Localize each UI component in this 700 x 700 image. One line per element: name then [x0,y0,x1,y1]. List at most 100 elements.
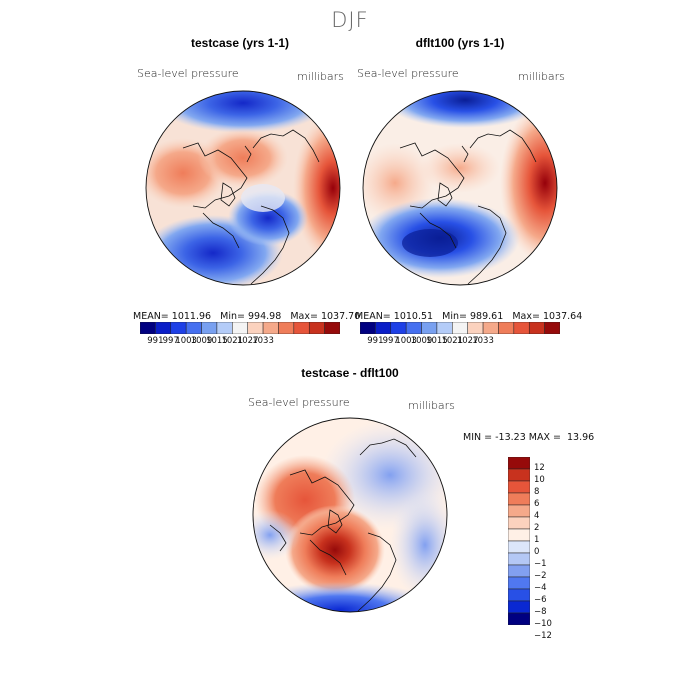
colorbar-tick-label: 1003 [395,336,417,346]
colorbar-swatch [498,322,515,334]
colorbar-swatch [390,322,407,334]
max-value: 1037.70 [320,311,361,322]
figure-title: DJF [331,8,369,32]
colorbar-swatch [508,516,530,530]
colorbar-tick-label: 10 [534,475,545,485]
colorbar-swatch [452,322,468,334]
colorbar-swatch [436,322,453,334]
map-difference [252,417,448,613]
mean-value: 1010.51 [393,311,434,322]
colorbar-swatch [508,600,530,614]
colorbar-swatch [508,576,530,590]
colorbar-swatch [201,322,218,334]
colorbar-tick-label: 1009 [410,336,433,346]
colorbar-tick-label: 1033 [472,336,494,346]
colorbar-swatch [170,322,187,334]
min-value: 994.98 [248,311,282,322]
colorbar-tick-label: 991 [147,336,164,346]
colorbar-tick-label: 1021 [221,336,244,346]
units-label-difference: millibars [408,399,455,412]
colorbar-tick-label: 1027 [236,336,259,346]
colorbar-swatch [405,322,422,334]
units-label-dflt100: millibars [518,70,565,83]
colorbar-swatch [155,322,172,334]
colorbar-tick-label: 1015 [426,336,448,346]
colorbar-tick-label: 8 [534,487,540,497]
max-value: 13.96 [567,432,595,443]
colorbar-dflt100 [360,322,560,334]
colorbar-difference [508,457,530,625]
colorbar-tick-label: −12 [534,631,552,641]
colorbar-swatch [293,322,310,334]
map-dflt100 [362,90,558,286]
stats-testcase: MEAN= 1011.96 Min= 994.98 Max= 1037.70 [133,311,361,322]
colorbar-tick-label: 4 [534,511,540,521]
colorbar-swatch [508,480,530,494]
colorbar-tick-label: 1015 [206,336,228,346]
colorbar-swatch [528,322,545,334]
colorbar-tick-label: 1003 [175,336,197,346]
colorbar-tick-label: −4 [534,583,547,593]
variable-label-testcase: Sea-level pressure [137,67,239,80]
colorbar-swatch [508,612,530,625]
colorbar-swatch [216,322,233,334]
colorbar-tick-label: 997 [382,336,399,346]
colorbar-swatch [508,564,530,578]
colorbar-swatch [482,322,499,334]
colorbar-swatch [232,322,248,334]
colorbar-swatch [508,492,530,506]
colorbar-tick-label: 1009 [190,336,213,346]
colorbar-swatch [508,504,530,518]
colorbar-swatch [508,588,530,602]
colorbar-tick-label: −1 [534,559,547,569]
colorbar-tick-label: 991 [367,336,384,346]
colorbar-swatch [508,457,530,470]
variable-label-difference: Sea-level pressure [248,396,350,409]
panel-title-difference: testcase - dflt100 [301,366,399,380]
colorbar-swatch [508,540,530,554]
panel-title-dflt100: dflt100 (yrs 1-1) [415,36,505,50]
colorbar-tick-label: 1021 [441,336,464,346]
colorbar-swatch [247,322,264,334]
colorbar-tick-label: 997 [162,336,179,346]
colorbar-swatch [508,528,530,542]
colorbar-swatch [421,322,438,334]
colorbar-swatch [513,322,530,334]
panel-title-testcase: testcase (yrs 1-1) [190,36,290,50]
colorbar-tick-label: 12 [534,463,545,473]
colorbar-tick-label: 1 [534,535,540,545]
map-testcase [145,90,341,286]
colorbar-swatch [375,322,392,334]
mean-value: 1011.96 [171,311,212,322]
min-value: 989.61 [470,311,504,322]
colorbar-tick-label: 0 [534,547,540,557]
colorbar-tick-label: 1027 [456,336,479,346]
colorbar-swatch [262,322,279,334]
stats-dflt100: MEAN= 1010.51 Min= 989.61 Max= 1037.64 [355,311,583,322]
colorbar-swatch [278,322,295,334]
colorbar-tick-label: 6 [534,499,540,509]
colorbar-swatch [324,322,340,334]
units-label-testcase: millibars [297,70,344,83]
colorbar-swatch [467,322,484,334]
colorbar-tick-label: −6 [534,595,547,605]
colorbar-tick-label: 2 [534,523,540,533]
colorbar-tick-label: −8 [534,607,547,617]
stats-difference: MIN = -13.23 MAX = 13.96 [463,432,595,443]
colorbar-swatch [544,322,560,334]
colorbar-swatch [185,322,202,334]
colorbar-ticks-difference: 12 10 8 6 4 2 1 0 −1 −2 −4 −6 −8 −10 −12 [534,457,564,641]
variable-label-dflt100: Sea-level pressure [357,67,459,80]
colorbar-ticks-testcase: 991 997 1003 1009 1015 1021 1027 1033 [140,336,340,348]
colorbar-swatch [308,322,325,334]
colorbar-tick-label: 1033 [252,336,274,346]
colorbar-ticks-dflt100: 991 997 1003 1009 1015 1021 1027 1033 [360,336,560,348]
colorbar-swatch [140,322,156,334]
colorbar-tick-label: −2 [534,571,547,581]
colorbar-tick-label: −10 [534,619,552,629]
max-value: 1037.64 [542,311,583,322]
colorbar-testcase [140,322,340,334]
colorbar-swatch [508,468,530,482]
min-value: -13.23 [495,432,526,443]
colorbar-swatch [360,322,376,334]
